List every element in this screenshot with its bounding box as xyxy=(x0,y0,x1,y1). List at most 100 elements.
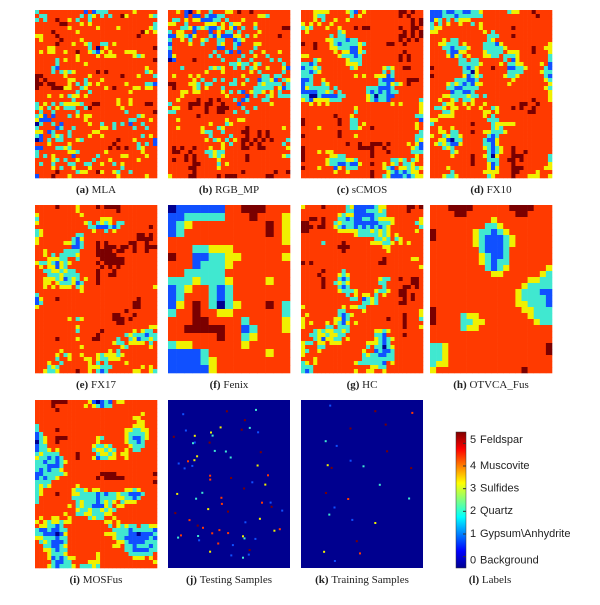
map-pixel xyxy=(410,18,416,23)
map-pixel xyxy=(277,106,283,111)
map-pixel xyxy=(394,134,399,139)
map-pixel xyxy=(366,54,371,59)
map-pixel xyxy=(112,138,117,143)
map-pixel xyxy=(204,14,209,19)
map-pixel xyxy=(458,154,463,159)
map-pixel xyxy=(43,134,48,139)
map-pixel xyxy=(507,38,512,43)
map-pixel xyxy=(116,58,121,63)
map-pixel xyxy=(224,42,230,47)
map-pixel xyxy=(446,110,451,115)
map-pixel xyxy=(349,134,355,139)
map-pixel xyxy=(120,118,125,123)
map-pixel xyxy=(478,26,484,31)
map-pixel xyxy=(281,154,287,159)
map-image xyxy=(35,10,158,179)
map-pixel xyxy=(362,22,367,27)
map-pixel xyxy=(208,130,214,135)
map-pixel xyxy=(386,118,391,123)
map-pixel xyxy=(325,22,330,27)
map-pixel xyxy=(333,110,338,115)
map-pixel xyxy=(301,46,306,51)
map-pixel xyxy=(410,142,416,147)
map-pixel xyxy=(527,38,532,43)
map-pixel xyxy=(446,66,451,71)
map-pixel xyxy=(357,30,363,35)
map-pixel xyxy=(430,122,435,127)
map-pixel xyxy=(499,154,504,159)
map-pixel xyxy=(482,46,488,51)
map-pixel xyxy=(128,38,133,43)
map-pixel xyxy=(188,22,193,27)
map-pixel xyxy=(47,166,52,171)
map-pixel xyxy=(507,78,512,83)
map-pixel xyxy=(100,170,105,175)
map-pixel xyxy=(325,54,330,59)
map-pixel xyxy=(333,158,338,163)
map-pixel xyxy=(470,86,476,91)
map-pixel xyxy=(277,98,283,103)
map-pixel xyxy=(204,166,209,171)
map-pixel xyxy=(277,126,283,131)
map-pixel xyxy=(176,110,181,115)
map-pixel xyxy=(168,94,173,99)
map-pixel xyxy=(531,130,537,135)
map-pixel xyxy=(265,166,270,171)
map-pixel xyxy=(269,90,275,95)
map-pixel xyxy=(515,82,520,87)
map-pixel xyxy=(128,66,133,71)
map-pixel xyxy=(152,138,158,143)
map-pixel xyxy=(535,150,541,155)
map-pixel xyxy=(245,70,250,75)
map-pixel xyxy=(208,50,214,55)
map-pixel xyxy=(414,26,420,31)
map-pixel xyxy=(39,70,44,75)
map-pixel xyxy=(357,62,363,67)
map-pixel xyxy=(543,126,549,131)
map-pixel xyxy=(418,50,424,55)
map-pixel xyxy=(261,10,266,15)
map-pixel xyxy=(390,94,395,99)
map-pixel xyxy=(349,90,355,95)
map-pixel xyxy=(168,162,173,167)
map-pixel xyxy=(442,126,447,131)
map-pixel xyxy=(309,146,314,151)
map-pixel xyxy=(237,154,242,159)
map-pixel xyxy=(285,166,291,171)
map-pixel xyxy=(51,94,56,99)
map-pixel xyxy=(507,74,512,79)
map-pixel xyxy=(515,130,520,135)
map-pixel xyxy=(212,22,218,27)
map-pixel xyxy=(204,18,209,23)
map-pixel xyxy=(188,138,193,143)
map-pixel xyxy=(168,102,173,107)
map-pixel xyxy=(442,170,447,175)
map-pixel xyxy=(353,22,359,27)
map-pixel xyxy=(152,70,158,75)
map-pixel xyxy=(454,142,459,147)
map-pixel xyxy=(96,122,101,127)
map-pixel xyxy=(63,118,68,123)
map-pixel xyxy=(543,134,549,139)
map-pixel xyxy=(116,170,121,175)
map-pixel xyxy=(458,46,463,51)
map-pixel xyxy=(325,86,330,91)
map-pixel xyxy=(531,106,537,111)
map-pixel xyxy=(55,106,60,111)
map-pixel xyxy=(180,14,185,19)
map-pixel xyxy=(378,150,383,155)
map-pixel xyxy=(357,74,363,79)
map-pixel xyxy=(253,110,258,115)
map-pixel xyxy=(128,54,133,59)
map-pixel xyxy=(112,10,117,15)
map-pixel xyxy=(466,66,471,71)
map-pixel xyxy=(96,134,101,139)
map-pixel xyxy=(491,146,496,151)
map-pixel xyxy=(249,18,254,23)
map-pixel xyxy=(204,54,209,59)
map-pixel xyxy=(75,26,81,31)
map-pixel xyxy=(301,118,306,123)
map-pixel xyxy=(378,86,383,91)
map-pixel xyxy=(499,98,504,103)
map-pixel xyxy=(237,142,242,147)
